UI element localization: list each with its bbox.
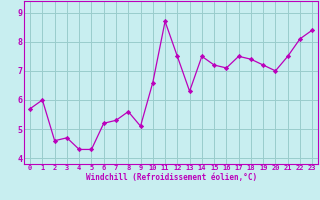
X-axis label: Windchill (Refroidissement éolien,°C): Windchill (Refroidissement éolien,°C) <box>86 173 257 182</box>
